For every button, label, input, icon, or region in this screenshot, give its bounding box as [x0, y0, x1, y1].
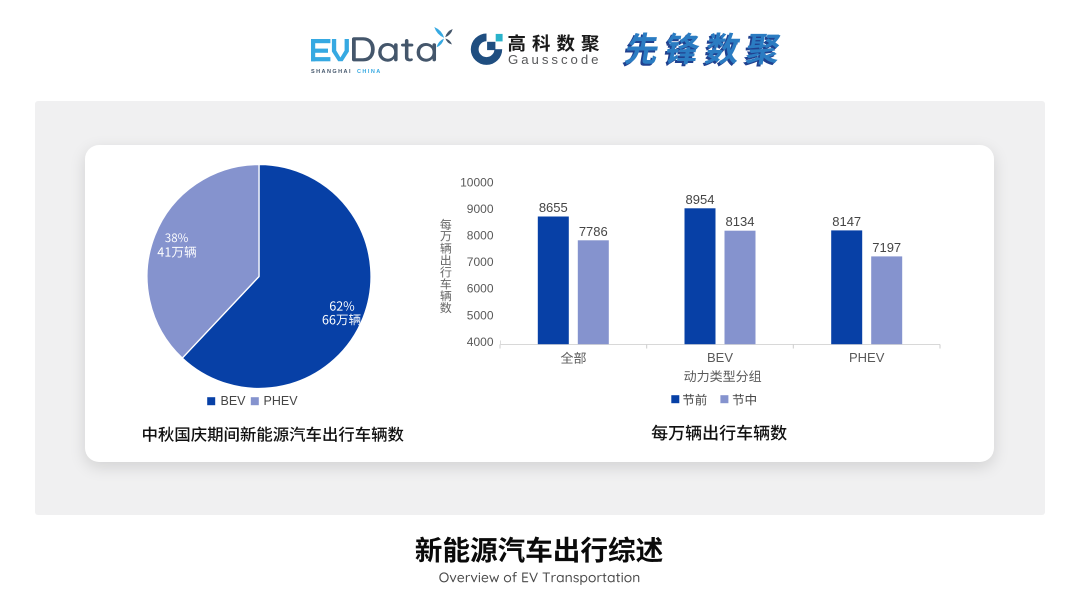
svg-text:7000: 7000 — [467, 255, 494, 269]
svg-text:10000: 10000 — [460, 175, 494, 189]
svg-text:9000: 9000 — [467, 202, 494, 216]
svg-text:5000: 5000 — [467, 308, 494, 322]
svg-text:8954: 8954 — [686, 192, 715, 207]
svg-text:BEV: BEV — [221, 394, 247, 408]
svg-text:7197: 7197 — [872, 240, 901, 255]
svg-text:PHEV: PHEV — [849, 350, 885, 365]
svg-text:4000: 4000 — [467, 335, 494, 349]
svg-text:SHANGHAI: SHANGHAI — [311, 69, 352, 75]
svg-text:7786: 7786 — [579, 224, 608, 239]
svg-text:Gausscode: Gausscode — [508, 52, 599, 67]
svg-text:8134: 8134 — [726, 214, 755, 229]
svg-text:6000: 6000 — [467, 282, 494, 296]
svg-text:8655: 8655 — [539, 200, 568, 215]
svg-text:BEV: BEV — [707, 350, 733, 365]
svg-text:8000: 8000 — [467, 229, 494, 243]
svg-text:PHEV: PHEV — [264, 394, 299, 408]
svg-text:8147: 8147 — [832, 214, 861, 229]
svg-text:CHINA: CHINA — [357, 69, 382, 75]
